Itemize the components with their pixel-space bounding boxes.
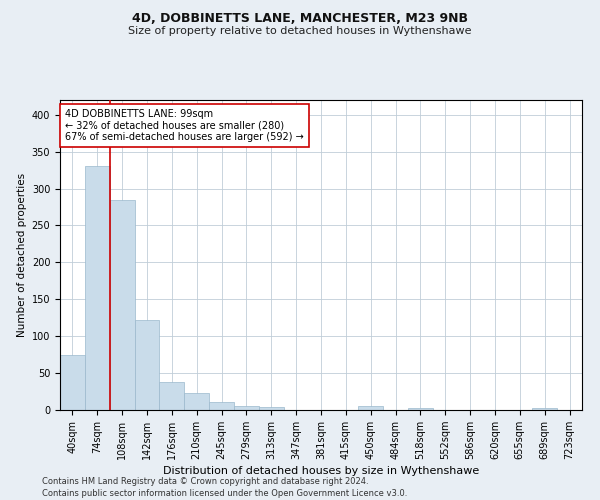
Bar <box>532 408 557 410</box>
X-axis label: Distribution of detached houses by size in Wythenshawe: Distribution of detached houses by size … <box>163 466 479 476</box>
Bar <box>134 320 160 410</box>
Text: Contains public sector information licensed under the Open Government Licence v3: Contains public sector information licen… <box>42 489 407 498</box>
Bar <box>259 407 284 410</box>
Text: Contains HM Land Registry data © Crown copyright and database right 2024.: Contains HM Land Registry data © Crown c… <box>42 478 368 486</box>
Bar <box>160 382 184 410</box>
Bar <box>110 200 134 410</box>
Y-axis label: Number of detached properties: Number of detached properties <box>17 173 28 337</box>
Bar <box>184 393 209 410</box>
Text: 4D, DOBBINETTS LANE, MANCHESTER, M23 9NB: 4D, DOBBINETTS LANE, MANCHESTER, M23 9NB <box>132 12 468 26</box>
Text: 4D DOBBINETTS LANE: 99sqm
← 32% of detached houses are smaller (280)
67% of semi: 4D DOBBINETTS LANE: 99sqm ← 32% of detac… <box>65 110 304 142</box>
Text: Size of property relative to detached houses in Wythenshawe: Size of property relative to detached ho… <box>128 26 472 36</box>
Bar <box>234 406 259 410</box>
Bar <box>209 402 234 410</box>
Bar <box>60 354 85 410</box>
Bar <box>358 406 383 410</box>
Bar <box>85 166 110 410</box>
Bar <box>408 408 433 410</box>
